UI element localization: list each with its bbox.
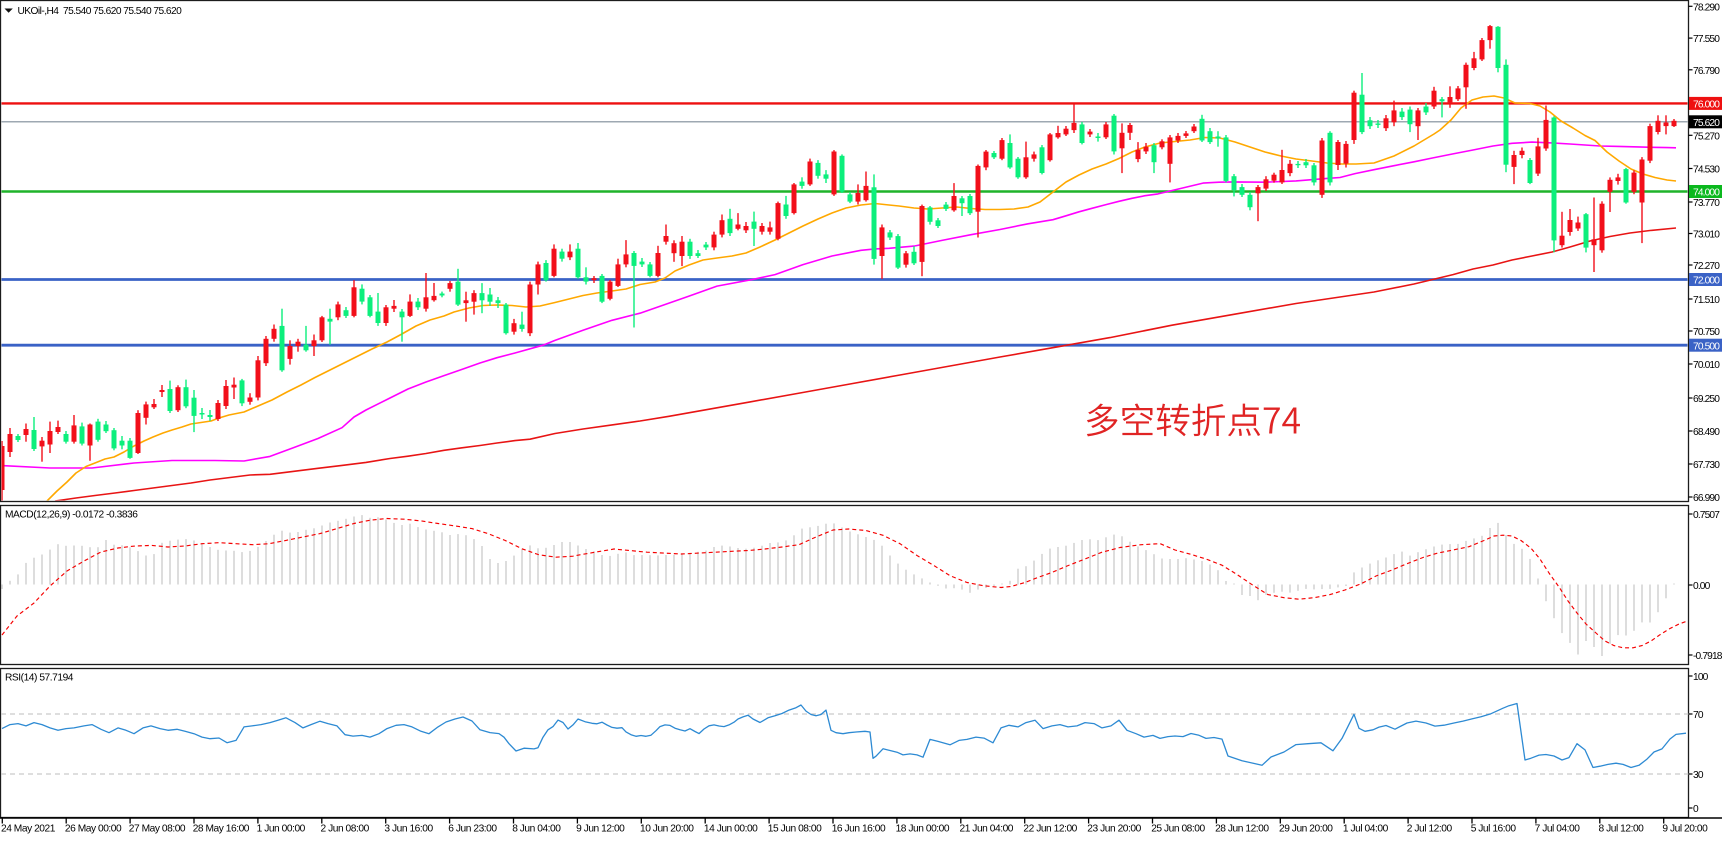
svg-text:6 Jun 23:00: 6 Jun 23:00 xyxy=(448,824,497,835)
svg-text:70.750: 70.750 xyxy=(1693,327,1720,338)
svg-text:3 Jun 16:00: 3 Jun 16:00 xyxy=(384,824,433,835)
svg-text:2 Jul 12:00: 2 Jul 12:00 xyxy=(1407,824,1453,835)
svg-text:14 Jun 00:00: 14 Jun 00:00 xyxy=(704,824,758,835)
svg-text:74.000: 74.000 xyxy=(1693,188,1720,199)
svg-text:2 Jun 08:00: 2 Jun 08:00 xyxy=(321,824,370,835)
svg-text:24 May 2021: 24 May 2021 xyxy=(1,824,56,835)
svg-text:RSI(14) 57.7194: RSI(14) 57.7194 xyxy=(5,673,74,684)
svg-text:8 Jun 04:00: 8 Jun 04:00 xyxy=(512,824,561,835)
svg-text:67.730: 67.730 xyxy=(1693,460,1720,471)
svg-text:68.490: 68.490 xyxy=(1693,427,1720,438)
svg-text:8 Jul 12:00: 8 Jul 12:00 xyxy=(1599,824,1645,835)
svg-text:27 May 08:00: 27 May 08:00 xyxy=(129,824,186,835)
svg-text:18 Jun 00:00: 18 Jun 00:00 xyxy=(896,824,950,835)
svg-text:78.290: 78.290 xyxy=(1693,2,1720,13)
svg-text:69.250: 69.250 xyxy=(1693,394,1720,405)
svg-text:5 Jul 16:00: 5 Jul 16:00 xyxy=(1471,824,1517,835)
svg-text:1 Jun 00:00: 1 Jun 00:00 xyxy=(257,824,306,835)
svg-text:75.620: 75.620 xyxy=(1693,118,1720,129)
svg-text:1 Jul 04:00: 1 Jul 04:00 xyxy=(1343,824,1389,835)
svg-text:25 Jun 08:00: 25 Jun 08:00 xyxy=(1151,824,1205,835)
svg-text:10 Jun 20:00: 10 Jun 20:00 xyxy=(640,824,694,835)
svg-text:7 Jul 04:00: 7 Jul 04:00 xyxy=(1535,824,1581,835)
svg-text:MACD(12,26,9) -0.0172 -0.3836: MACD(12,26,9) -0.0172 -0.3836 xyxy=(5,510,138,521)
svg-text:22 Jun 12:00: 22 Jun 12:00 xyxy=(1023,824,1077,835)
svg-text:29 Jun 20:00: 29 Jun 20:00 xyxy=(1279,824,1333,835)
svg-text:9 Jun 12:00: 9 Jun 12:00 xyxy=(576,824,625,835)
svg-text:0: 0 xyxy=(1693,804,1699,815)
svg-text:76.000: 76.000 xyxy=(1693,100,1720,111)
svg-text:72.000: 72.000 xyxy=(1693,276,1720,287)
svg-text:0.00: 0.00 xyxy=(1693,581,1711,592)
svg-text:74.530: 74.530 xyxy=(1693,165,1720,176)
svg-text:15 Jun 08:00: 15 Jun 08:00 xyxy=(768,824,822,835)
svg-text:-0.7918: -0.7918 xyxy=(1693,651,1722,662)
svg-text:72.270: 72.270 xyxy=(1693,261,1720,272)
svg-text:30: 30 xyxy=(1693,770,1704,781)
svg-text:71.510: 71.510 xyxy=(1693,295,1720,306)
svg-text:28 May 16:00: 28 May 16:00 xyxy=(193,824,250,835)
svg-text:9 Jul 20:00: 9 Jul 20:00 xyxy=(1662,824,1708,835)
svg-text:28 Jun 12:00: 28 Jun 12:00 xyxy=(1215,824,1269,835)
svg-text:75.270: 75.270 xyxy=(1693,131,1720,142)
svg-text:70: 70 xyxy=(1693,710,1704,721)
svg-text:0.7507: 0.7507 xyxy=(1693,510,1720,521)
svg-text:73.770: 73.770 xyxy=(1693,198,1720,209)
svg-text:23 Jun 20:00: 23 Jun 20:00 xyxy=(1087,824,1141,835)
svg-text:26 May 00:00: 26 May 00:00 xyxy=(65,824,122,835)
svg-text:70.500: 70.500 xyxy=(1693,341,1720,352)
svg-text:70.010: 70.010 xyxy=(1693,360,1720,371)
svg-text:UKOil-,H4 75.540 75.620 75.54: UKOil-,H4 75.540 75.620 75.540 75.620 xyxy=(18,6,183,17)
svg-text:73.010: 73.010 xyxy=(1693,230,1720,241)
svg-text:21 Jun 04:00: 21 Jun 04:00 xyxy=(960,824,1014,835)
svg-text:77.550: 77.550 xyxy=(1693,34,1720,45)
svg-text:16 Jun 16:00: 16 Jun 16:00 xyxy=(832,824,886,835)
svg-text:66.990: 66.990 xyxy=(1693,493,1720,504)
svg-text:100: 100 xyxy=(1693,672,1709,683)
svg-text:76.790: 76.790 xyxy=(1693,66,1720,77)
